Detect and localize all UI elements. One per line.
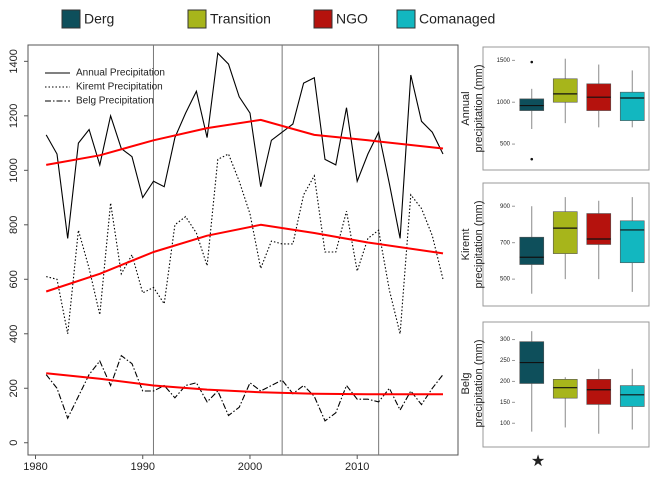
y-tick-label: 200 — [8, 379, 20, 397]
y-axis-label: precipitation (mm) — [473, 339, 485, 427]
panel-frame — [482, 46, 650, 171]
x-tick-label: 1980 — [23, 461, 47, 473]
y-tick-label: 800 — [8, 216, 20, 234]
x-tick-label: 2000 — [238, 461, 262, 473]
trend-line — [46, 372, 443, 396]
y-tick-label: 250 — [500, 358, 511, 364]
y-tick-label: 600 — [8, 270, 20, 288]
legend-swatch — [61, 9, 81, 29]
box — [519, 236, 545, 265]
y-axis-label: precipitation (mm) — [473, 64, 485, 152]
y-tick-label: 150 — [500, 400, 511, 406]
panel-frame — [482, 182, 650, 307]
series-line — [45, 52, 444, 239]
trend-line — [46, 118, 444, 166]
y-axis-label: Kiremt — [460, 229, 472, 261]
box — [552, 78, 578, 103]
y-tick-label: 700 — [500, 240, 511, 246]
y-tick-label: 1500 — [497, 58, 511, 64]
box — [619, 91, 645, 121]
trend-line — [45, 223, 444, 293]
y-axis-label: Annual — [460, 91, 472, 125]
legend-label: NGO — [336, 11, 368, 27]
y-tick-label: 100 — [500, 421, 511, 427]
legend-swatch — [396, 9, 416, 29]
outlier — [530, 60, 534, 64]
legend-label: Transition — [210, 11, 271, 27]
legend-label: Comanaged — [419, 11, 495, 27]
y-tick-label: 1400 — [8, 49, 20, 73]
outlier — [530, 157, 534, 161]
y-tick-label: 900 — [500, 204, 511, 210]
box — [519, 98, 545, 111]
significance-star: ★ — [531, 453, 545, 470]
legend-swatch — [187, 9, 207, 29]
legend-label: Annual Precipitation — [76, 68, 165, 79]
y-tick-label: 500 — [500, 277, 511, 283]
box — [552, 211, 578, 254]
y-tick-label: 500 — [500, 142, 511, 148]
box — [586, 213, 612, 245]
box — [619, 385, 645, 407]
y-axis-label: Belg — [460, 372, 472, 394]
legend-label: Belg Precipitation — [76, 96, 154, 107]
x-tick-label: 1990 — [130, 461, 154, 473]
box — [552, 379, 578, 399]
y-tick-label: 300 — [500, 337, 511, 343]
y-tick-label: 0 — [8, 440, 20, 446]
y-tick-label: 1000 — [497, 100, 511, 106]
y-axis-label: precipitation (mm) — [473, 200, 485, 288]
box — [586, 379, 612, 405]
y-tick-label: 1000 — [8, 158, 20, 182]
legend-label: Derg — [84, 11, 114, 27]
plot-frame — [27, 44, 459, 456]
panel-frame — [482, 321, 650, 448]
y-tick-label: 1200 — [8, 104, 20, 128]
legend-label: Kiremt Precipitation — [76, 82, 163, 93]
box — [619, 220, 645, 264]
series-line — [45, 354, 444, 422]
y-tick-label: 400 — [8, 325, 20, 343]
y-tick-label: 200 — [500, 379, 511, 385]
x-tick-label: 2010 — [345, 461, 369, 473]
series-line — [46, 153, 444, 334]
legend-swatch — [313, 9, 333, 29]
